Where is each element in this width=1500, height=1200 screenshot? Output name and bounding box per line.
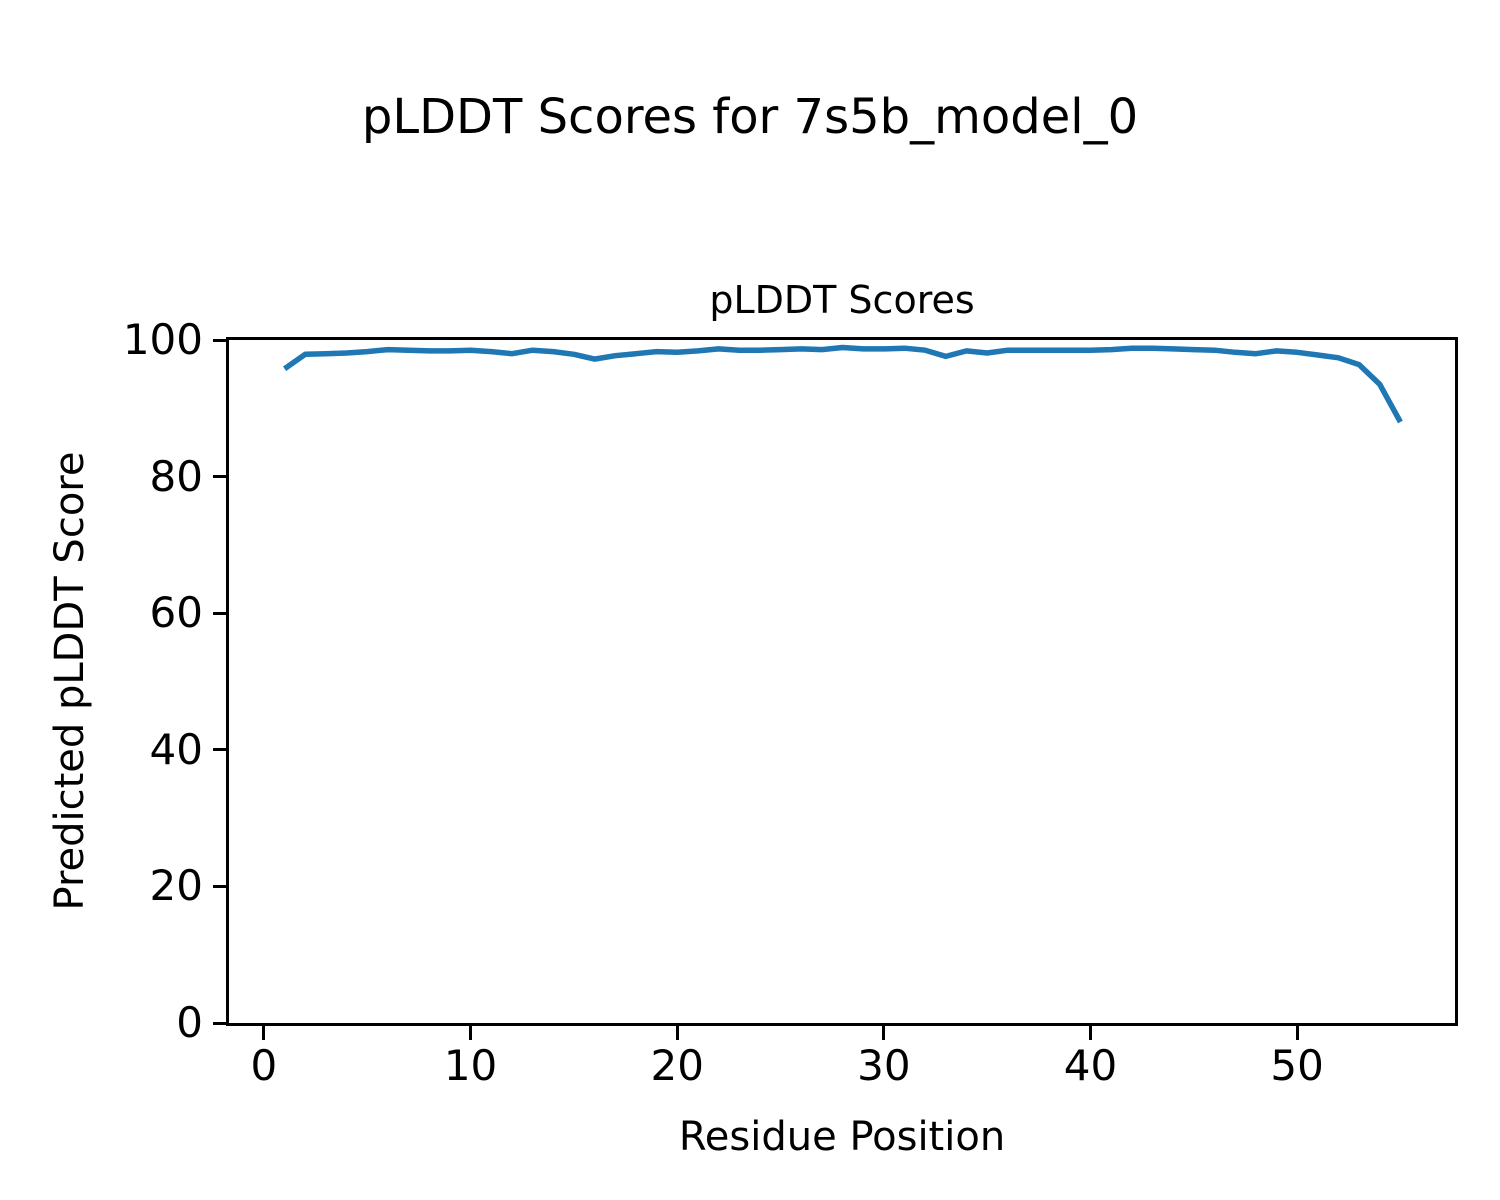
x-tick-mark-20	[675, 1024, 679, 1040]
y-tick-label-80: 80	[149, 451, 203, 501]
x-tick-mark-30	[882, 1024, 886, 1040]
axes-title: pLDDT Scores	[709, 278, 975, 322]
y-tick-mark-0	[212, 1021, 228, 1025]
figure-suptitle: pLDDT Scores for 7s5b_model_0	[361, 89, 1139, 145]
x-tick-mark-40	[1088, 1024, 1092, 1040]
y-tick-mark-100	[212, 338, 228, 342]
plot-area	[226, 337, 1458, 1026]
x-tick-mark-10	[469, 1024, 473, 1040]
y-axis-label: Predicted pLDDT Score	[47, 451, 93, 911]
x-tick-label-20: 20	[650, 1041, 704, 1090]
y-tick-label-0: 0	[176, 998, 203, 1047]
x-tick-mark-0	[262, 1024, 266, 1040]
x-tick-label-50: 50	[1270, 1041, 1324, 1090]
y-tick-label-20: 20	[149, 861, 203, 911]
x-tick-mark-50	[1295, 1024, 1299, 1040]
x-tick-label-40: 40	[1063, 1041, 1118, 1090]
x-tick-label-10: 10	[443, 1041, 498, 1090]
plddt-line-chart	[283, 344, 1403, 424]
x-tick-label-30: 30	[857, 1041, 911, 1090]
y-tick-mark-40	[212, 748, 228, 752]
y-tick-mark-80	[212, 475, 228, 479]
x-tick-label-0: 0	[250, 1041, 278, 1090]
plddt-score-line	[283, 344, 1403, 424]
x-axis-label: Residue Position	[678, 1114, 1006, 1160]
y-tick-mark-20	[212, 884, 228, 888]
y-tick-label-60: 60	[149, 588, 203, 638]
y-tick-label-100: 100	[122, 315, 203, 364]
y-tick-label-40: 40	[149, 724, 203, 774]
y-tick-mark-60	[212, 611, 228, 615]
